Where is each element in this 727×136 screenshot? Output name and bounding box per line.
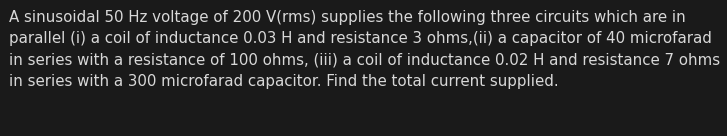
Text: A sinusoidal 50 Hz voltage of 200 V(rms) supplies the following three circuits w: A sinusoidal 50 Hz voltage of 200 V(rms)… xyxy=(9,10,720,89)
